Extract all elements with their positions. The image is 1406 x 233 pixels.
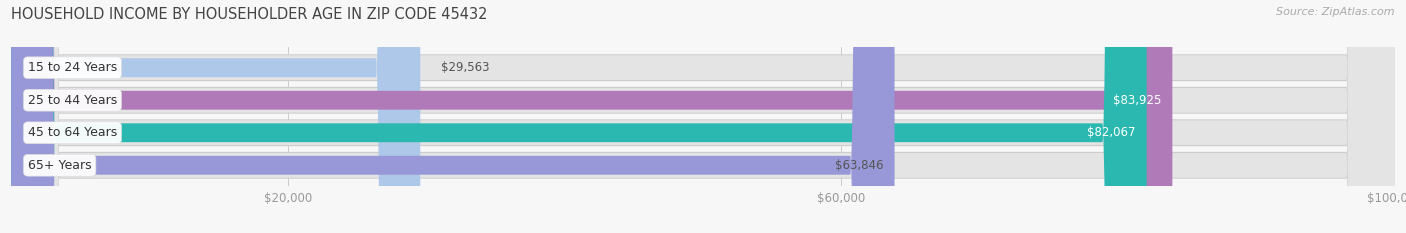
Text: 25 to 44 Years: 25 to 44 Years xyxy=(28,94,117,107)
FancyBboxPatch shape xyxy=(11,0,1395,233)
Text: $83,925: $83,925 xyxy=(1114,94,1161,107)
FancyBboxPatch shape xyxy=(11,0,1395,233)
Text: HOUSEHOLD INCOME BY HOUSEHOLDER AGE IN ZIP CODE 45432: HOUSEHOLD INCOME BY HOUSEHOLDER AGE IN Z… xyxy=(11,7,488,22)
FancyBboxPatch shape xyxy=(11,0,1395,233)
Text: $82,067: $82,067 xyxy=(1087,126,1136,139)
Text: 65+ Years: 65+ Years xyxy=(28,159,91,172)
FancyBboxPatch shape xyxy=(11,0,1395,233)
FancyBboxPatch shape xyxy=(11,0,1395,233)
FancyBboxPatch shape xyxy=(11,0,1173,233)
FancyBboxPatch shape xyxy=(11,0,1147,233)
Text: 15 to 24 Years: 15 to 24 Years xyxy=(28,61,117,74)
Text: $29,563: $29,563 xyxy=(441,61,489,74)
Text: Source: ZipAtlas.com: Source: ZipAtlas.com xyxy=(1277,7,1395,17)
FancyBboxPatch shape xyxy=(11,0,1395,233)
Text: $63,846: $63,846 xyxy=(835,159,883,172)
Text: 45 to 64 Years: 45 to 64 Years xyxy=(28,126,117,139)
FancyBboxPatch shape xyxy=(11,0,894,233)
FancyBboxPatch shape xyxy=(11,0,1395,233)
FancyBboxPatch shape xyxy=(11,0,1395,233)
FancyBboxPatch shape xyxy=(11,0,420,233)
